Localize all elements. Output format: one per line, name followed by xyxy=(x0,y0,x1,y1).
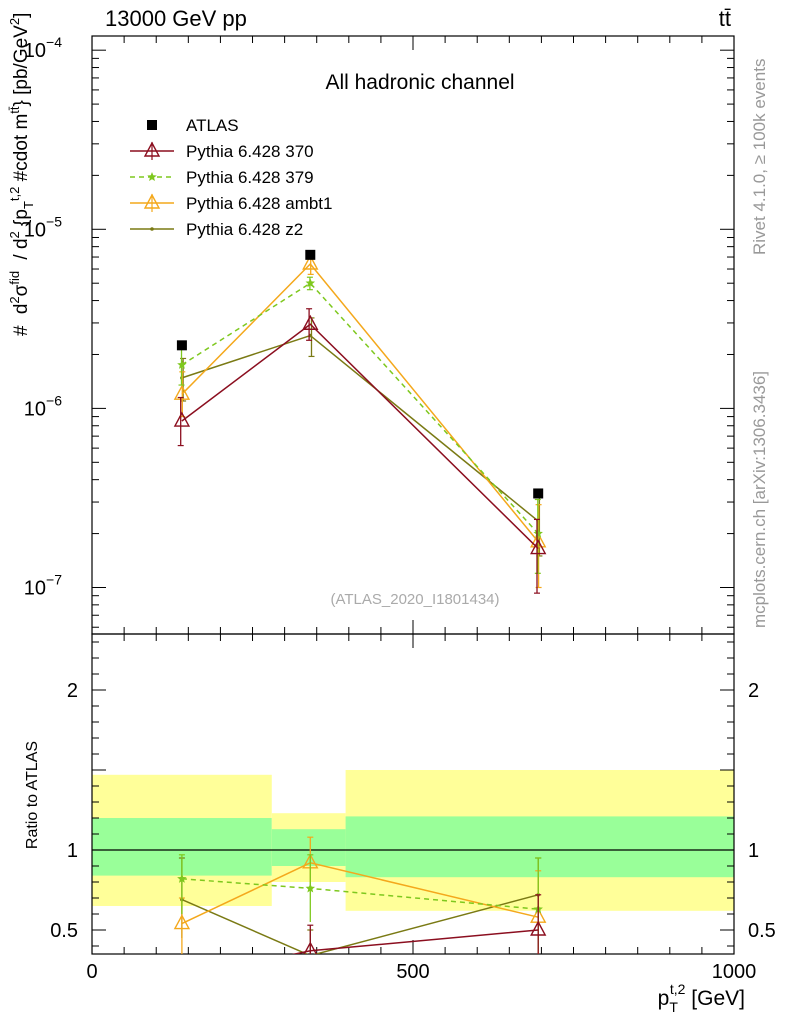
ratio-ytick-label-left: 0.5 xyxy=(50,920,78,942)
legend-marker-0 xyxy=(147,120,157,130)
rivet-label: Rivet 4.1.0, ≥ 100k events xyxy=(750,59,769,255)
ratio-uncertainty-bands xyxy=(92,770,734,911)
ratio-point-0 xyxy=(303,941,318,954)
x-axis-label: pTt,2 [GeV] xyxy=(658,981,745,1015)
legend-marker-4 xyxy=(150,227,154,231)
series-3 xyxy=(173,251,547,589)
series-0 xyxy=(176,249,544,499)
series-point-1 xyxy=(173,411,191,427)
legend-label-4: Pythia 6.428 z2 xyxy=(186,220,303,239)
series-line-3 xyxy=(181,262,539,543)
series-point-0 xyxy=(305,249,316,260)
series-point-2 xyxy=(305,278,316,288)
chart-title: All hadronic channel xyxy=(325,71,514,94)
ratio-ytick-label-right: 2 xyxy=(748,680,759,702)
legend-label-2: Pythia 6.428 379 xyxy=(186,168,314,187)
mcplots-label: mcplots.cern.ch [arXiv:1306.3436] xyxy=(750,371,769,628)
header-right: tt̄ xyxy=(719,6,731,31)
legend-marker-1 xyxy=(143,141,161,157)
ratio-point-1 xyxy=(177,873,187,883)
ratio-axis-ticks: 0.5 0.5 1 1 2 2 0 500 1000 xyxy=(50,634,776,983)
series-point-2 xyxy=(177,359,187,369)
series-point-0 xyxy=(533,488,544,499)
series-point-2 xyxy=(533,528,543,538)
series-2 xyxy=(177,276,543,574)
legend-label-1: Pythia 6.428 370 xyxy=(186,142,314,161)
ratio-point-2 xyxy=(173,914,191,930)
xtick-label: 1000 xyxy=(712,961,757,983)
ratio-series-0 xyxy=(175,894,547,983)
main-ytick-label: 10−6 xyxy=(24,392,62,420)
watermark: (ATLAS_2020_I1801434) xyxy=(330,591,499,608)
ratio-ylabel: Ratio to ATLAS xyxy=(24,741,41,849)
ratio-ytick-label-right: 0.5 xyxy=(748,920,776,942)
ratio-ytick-label-left: 2 xyxy=(67,680,78,702)
main-ytick-label: 10−4 xyxy=(24,34,62,62)
ratio-point-1 xyxy=(305,883,316,893)
ratio-line-3 xyxy=(181,894,539,954)
ratio-ytick-label-left: 1 xyxy=(67,840,78,862)
series-line-1 xyxy=(181,323,539,550)
legend-marker-2 xyxy=(147,172,157,182)
ratio-band-green-2 xyxy=(345,816,734,878)
ratio-point-0 xyxy=(175,970,189,983)
series-point-0 xyxy=(176,340,187,351)
main-series-group xyxy=(173,249,547,594)
ratio-band-green-1 xyxy=(271,829,346,866)
svg-text:# d2σfid / d2 {pTt: # d2σfid / d2 {pTt,2 #cdot mtt̄} [pb/GeV… xyxy=(3,13,36,336)
ratio-ytick-label-right: 1 xyxy=(748,840,759,862)
ratio-point-0 xyxy=(530,920,547,936)
xtick-label: 500 xyxy=(396,961,429,983)
series-point-3 xyxy=(173,384,191,400)
legend-label-3: Pythia 6.428 ambt1 xyxy=(186,194,332,213)
xtick-label: 0 xyxy=(86,961,97,983)
series-1 xyxy=(173,308,547,594)
series-point-1 xyxy=(302,314,319,330)
series-point-3 xyxy=(302,254,319,270)
ratio-series-group xyxy=(173,836,547,983)
legend-marker-3 xyxy=(143,193,161,209)
header-left: 13000 GeV pp xyxy=(105,6,247,31)
main-ylabel: # d2σfid / d2 {pTt,2 #cdot mtt̄} [pb/GeV… xyxy=(3,13,36,336)
series-4 xyxy=(180,317,543,557)
legend: ATLAS Pythia 6.428 370 Pythia 6.428 379 Pyt… xyxy=(130,116,332,239)
legend-label-0: ATLAS xyxy=(186,116,239,135)
main-ytick-label: 10−5 xyxy=(24,213,62,241)
series-point-1 xyxy=(530,539,547,555)
series-line-4 xyxy=(181,334,539,522)
main-ytick-label: 10−7 xyxy=(24,571,62,599)
main-axis-ticks: 10−7 10−6 10−5 10−4 xyxy=(24,34,735,634)
svg-text:pTt,2 [GeV]: pTt,2 [GeV] xyxy=(658,981,745,1015)
